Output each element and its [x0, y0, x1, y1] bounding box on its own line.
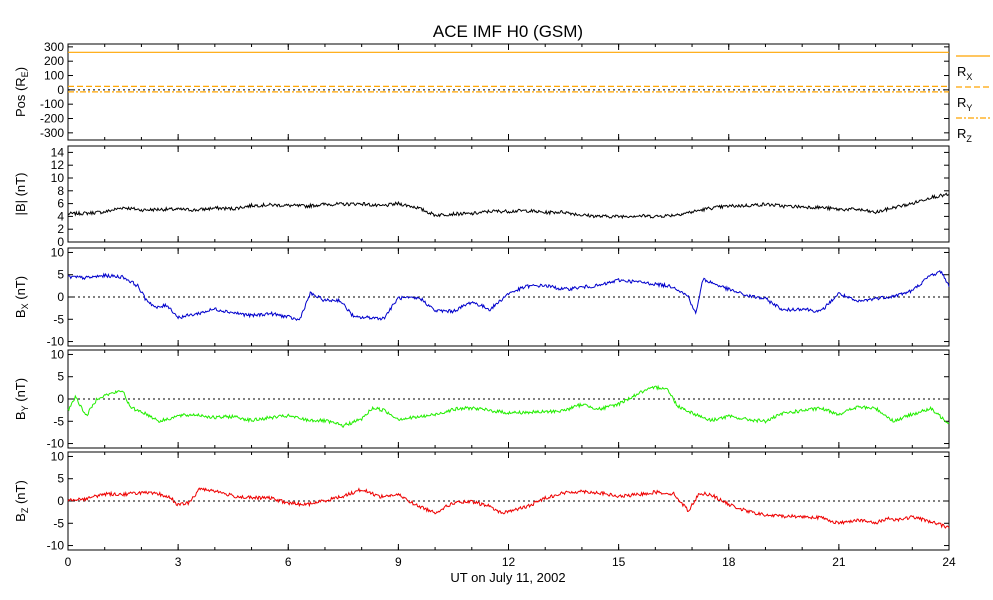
y-axis-label-sub: Y	[20, 405, 30, 411]
y-tick-label: 10	[51, 449, 65, 463]
y-axis-label: |B| (nT)	[13, 173, 28, 216]
x-tick-label: 6	[285, 555, 292, 569]
x-axis-label: UT on July 11, 2002	[450, 570, 565, 585]
y-tick-label: 5	[57, 370, 64, 384]
y-tick-label: 4	[57, 209, 64, 223]
chart-title: ACE IMF H0 (GSM)	[433, 22, 583, 41]
x-tick-label: 21	[832, 555, 846, 569]
y-tick-label: -300	[40, 126, 64, 140]
panel-5: 10 5 0 -5 -10 BZ (nT)	[13, 449, 950, 553]
y-tick-label: 0	[57, 235, 64, 249]
y-tick-label: 100	[44, 69, 64, 83]
legend-label: RY	[957, 95, 972, 113]
y-tick-label: 2	[57, 222, 64, 236]
y-axis-label-end: (nT)	[13, 276, 28, 303]
panel-frame	[67, 145, 950, 243]
y-tick-label: 0	[57, 83, 64, 97]
y-axis-label-end: (nT)	[13, 378, 28, 405]
y-axis-label-end: (nT)	[13, 480, 28, 507]
y-tick-label: 5	[57, 268, 64, 282]
y-tick-label: -5	[53, 516, 64, 530]
series-line-5-1	[67, 487, 950, 529]
y-tick-label: 0	[57, 392, 64, 406]
legend-label-sub: X	[966, 72, 972, 82]
y-tick-label: 0	[57, 494, 64, 508]
y-axis-label: BY (nT)	[13, 378, 30, 420]
legend-label-sub: Y	[966, 103, 972, 113]
y-tick-label: 14	[51, 145, 65, 159]
x-tick-label: 15	[612, 555, 626, 569]
y-tick-label: 300	[44, 40, 64, 54]
series-line-2-1	[67, 192, 950, 220]
x-tick-label: 24	[942, 555, 956, 569]
y-axis-label-end: )	[13, 67, 28, 71]
panel-3: 10 5 0 -5 -10 BX (nT)	[13, 245, 950, 349]
x-tick-label: 18	[722, 555, 736, 569]
panel-4: 10 5 0 -5 -10 BY (nT)	[13, 347, 950, 451]
y-tick-label: 6	[57, 197, 64, 211]
y-axis-label-sub: Z	[20, 507, 30, 513]
legend-label: RX	[957, 64, 972, 82]
y-tick-label: 8	[57, 184, 64, 198]
x-tick-label: 9	[395, 555, 402, 569]
x-tick-label: 0	[65, 555, 72, 569]
series-line-3-1	[67, 269, 950, 322]
y-tick-label: -10	[47, 539, 65, 553]
y-axis-label-sub: E	[20, 71, 30, 77]
legend-label: RZ	[957, 126, 972, 144]
y-tick-label: 200	[44, 54, 64, 68]
y-axis-label: BX (nT)	[13, 276, 30, 318]
y-tick-label: 10	[51, 245, 65, 259]
y-tick-label: -200	[40, 112, 64, 126]
y-tick-label: -5	[53, 312, 64, 326]
x-tick-label: 3	[175, 555, 182, 569]
y-axis-label-sub: X	[20, 303, 30, 309]
y-tick-label: 12	[51, 158, 65, 172]
y-tick-label: 10	[51, 347, 65, 361]
y-tick-label: -10	[47, 437, 65, 451]
y-tick-label: -10	[47, 335, 65, 349]
y-axis-label: BZ (nT)	[13, 480, 30, 522]
y-tick-label: 0	[57, 290, 64, 304]
series-line-4-1	[67, 384, 950, 428]
y-tick-label: 10	[51, 171, 65, 185]
y-tick-label: -5	[53, 414, 64, 428]
y-tick-label: -100	[40, 97, 64, 111]
x-tick-label: 12	[502, 555, 516, 569]
y-tick-label: 5	[57, 472, 64, 486]
legend-label-sub: Z	[966, 134, 972, 144]
y-axis-label: Pos (RE)	[13, 67, 30, 117]
